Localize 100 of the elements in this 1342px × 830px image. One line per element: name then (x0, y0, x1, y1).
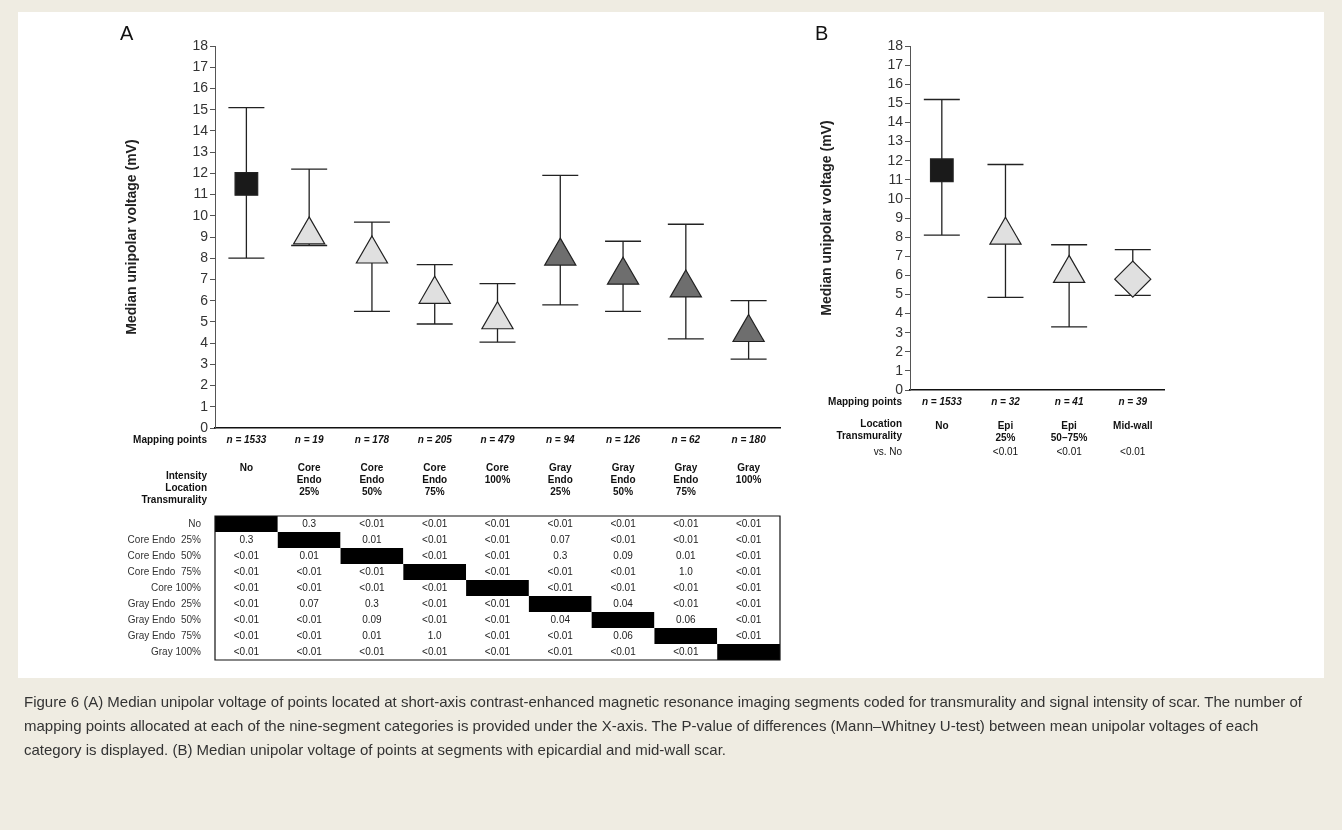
data-label: 0.3 (553, 549, 568, 561)
y-tick-label: 17 (887, 55, 904, 72)
text: n = 32 (991, 395, 1021, 407)
x-tick-label: No (239, 461, 254, 473)
y-tick-label: 0 (200, 418, 209, 435)
y-tick-label: 14 (887, 113, 904, 130)
text: n = 205 (417, 433, 453, 445)
text: n = 94 (545, 433, 576, 445)
text: <0.01 (610, 517, 636, 529)
text: <0.01 (673, 517, 699, 529)
text: <0.01 (359, 645, 385, 657)
y-tick-label: 7 (200, 270, 209, 287)
data-label: 0.04 (613, 597, 634, 609)
text: <0.01 (233, 549, 260, 561)
y-tick-label: 15 (192, 100, 209, 117)
text: <0.01 (992, 445, 1019, 457)
data-label: 1.0 (427, 629, 443, 641)
x-tick-label: Core Endo 75% (422, 461, 448, 497)
text: <0.01 (484, 597, 511, 609)
text: <0.01 (673, 581, 699, 593)
text: <0.01 (735, 597, 762, 609)
y-tick-label: 6 (200, 291, 209, 308)
text: <0.01 (422, 645, 448, 657)
data-label: 0.06 (676, 613, 696, 625)
y-tick-label: 3 (895, 323, 904, 340)
data-label: 0.01 (676, 549, 696, 561)
y-tick-label: 8 (895, 227, 904, 244)
text: <0.01 (610, 565, 636, 577)
data-label: 0.04 (550, 613, 571, 625)
y-tick-label: 1 (200, 397, 209, 414)
text: n = 126 (605, 433, 641, 445)
x-tick-label: Core 100% (484, 461, 511, 485)
x-tick-label: Gray Endo 50% (610, 461, 636, 497)
y-tick-label: 2 (895, 342, 904, 359)
y-tick-label: 11 (193, 185, 209, 202)
text: <0.01 (296, 645, 322, 657)
y-tick-label: 18 (887, 36, 904, 53)
y-tick-label: 5 (200, 312, 209, 329)
text: <0.01 (673, 645, 699, 657)
text: <0.01 (422, 533, 448, 545)
y-tick-label: 11 (888, 170, 904, 187)
y-tick-label: 4 (200, 333, 209, 350)
text: <0.01 (547, 565, 573, 577)
y-tick-label: Gray Endo 50% (127, 613, 202, 625)
y-tick-label: 0 (895, 380, 904, 397)
y-tick-label: 13 (192, 142, 209, 159)
text: Intensity (165, 469, 208, 481)
text: <0.01 (359, 565, 385, 577)
text: <0.01 (735, 613, 762, 625)
text: <0.01 (484, 645, 511, 657)
y-tick-label: 13 (887, 132, 904, 149)
text: <0.01 (296, 565, 322, 577)
y-axis-title: Median unipolar voltage (mV) (123, 139, 140, 335)
text: <0.01 (233, 597, 260, 609)
text: n = 1533 (921, 395, 963, 407)
text: <0.01 (484, 565, 511, 577)
x-tick-label: No (935, 419, 949, 431)
x-tick-label: Core Endo 25% (296, 461, 322, 497)
text: <0.01 (610, 645, 636, 657)
text: <0.01 (547, 581, 573, 593)
text: <0.01 (484, 629, 511, 641)
text: <0.01 (233, 565, 260, 577)
data-label: 0.01 (362, 533, 383, 545)
text: <0.01 (735, 549, 762, 561)
text: <0.01 (673, 533, 699, 545)
y-tick-label: 4 (895, 304, 904, 321)
y-tick-label: 6 (895, 266, 904, 283)
text: n = 39 (1118, 395, 1148, 407)
text: n = 41 (1054, 395, 1084, 407)
x-tick-label: Gray Endo 25% (547, 461, 573, 497)
text: n = 180 (731, 433, 767, 445)
y-tick-label: Core Endo 50% (127, 549, 202, 561)
y-tick-label: 5 (895, 285, 904, 302)
text: <0.01 (735, 629, 762, 641)
text: <0.01 (610, 581, 636, 593)
y-tick-label: Gray Endo 25% (127, 597, 202, 609)
data-label: 0.3 (239, 533, 254, 545)
y-tick-label: Core 100% (150, 581, 202, 593)
y-tick-label: 12 (192, 164, 209, 181)
y-tick-label: 16 (887, 75, 904, 92)
data-label: 1.0 (678, 565, 694, 577)
text: n = 1533 (226, 433, 267, 445)
x-tick-label: Epi 50–75% (1050, 419, 1088, 443)
data-label: 0.07 (550, 533, 571, 545)
text: <0.01 (233, 613, 260, 625)
text: <0.01 (484, 613, 511, 625)
data-label: 0.01 (362, 629, 383, 641)
text: vs. No (873, 445, 903, 457)
y-tick-label: No (188, 517, 202, 529)
x-tick-label: Gray Endo 75% (673, 461, 699, 497)
y-tick-label: 7 (895, 247, 904, 264)
data-label: 0.01 (299, 549, 320, 561)
caption: Figure 6 (A) Median unipolar voltage of points located at short-axis contrast-enhanced magnetic resonance imaging segments coded for transmurality and signal intensity of scar. The number of mapping points allocated at each of the nine-segment categories is provided under the X-axis. The P-value of differences (Mann–Whitney U-test) between mean unipolar voltages of each category is displayed. (B) Median unipolar voltage of points at segments with epicardial and mid-wall scar. (24, 692, 1303, 760)
text: <0.01 (233, 581, 260, 593)
text: <0.01 (547, 629, 573, 641)
text: <0.01 (484, 533, 511, 545)
text: Mapping points (133, 433, 208, 445)
data-label: 0.3 (364, 597, 380, 609)
y-tick-label: 2 (200, 376, 209, 393)
text: <0.01 (1120, 445, 1146, 457)
